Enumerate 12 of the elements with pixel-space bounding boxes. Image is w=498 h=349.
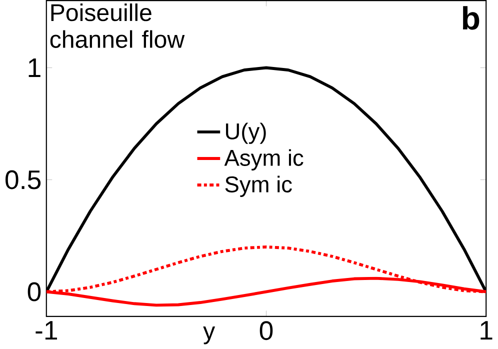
legend-label: Sym ic [225, 176, 292, 198]
y-tick-label: 1 [28, 58, 40, 78]
annotation: b [462, 6, 480, 30]
x-tick-label: -1 [36, 321, 57, 340]
x-tick-label: 0 [260, 321, 273, 340]
x-tick-label: 1 [480, 321, 492, 340]
y-tick-label: 0 [28, 282, 41, 302]
legend-label: U(y) [226, 122, 266, 144]
legend-label: Asym ic [224, 149, 304, 171]
annotation: Poiseuille channel flow [50, 4, 185, 48]
x-axis-title: y [203, 326, 216, 344]
y-tick-label: 0.5 [6, 170, 41, 190]
